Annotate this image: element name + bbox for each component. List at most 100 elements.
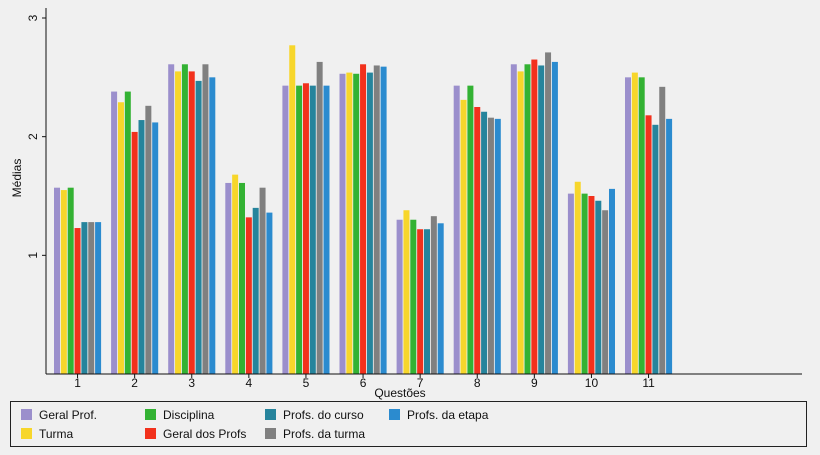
bar-q3-s2 (175, 71, 182, 375)
legend-label: Profs. do curso (283, 408, 364, 422)
bar-q10-s1 (567, 193, 574, 374)
bar-q1-s5 (81, 222, 88, 374)
bar-q8-s4 (474, 107, 481, 374)
x-tick-label: 7 (417, 376, 424, 390)
x-tick-label: 3 (188, 376, 195, 390)
y-tick-label: 1 (26, 252, 40, 259)
bar-q1-s3 (67, 187, 74, 374)
bar-q7-s5 (424, 229, 430, 374)
legend-item: Geral Prof. (21, 408, 97, 422)
bar-q8-s2 (460, 99, 467, 374)
bar-q9-s4 (531, 59, 538, 374)
bar-q1-s4 (74, 228, 81, 374)
bar-q7-s7 (437, 223, 444, 374)
y-tick-label: 2 (26, 133, 40, 140)
bar-q11-s6 (659, 86, 666, 374)
bar-q7-s1 (396, 219, 403, 374)
legend-item: Profs. da etapa (389, 408, 488, 422)
x-tick-label: 5 (303, 376, 310, 390)
bar-q9-s2 (517, 71, 524, 375)
bar-q4-s4 (245, 217, 252, 374)
bar-q10-s5 (595, 200, 602, 374)
bar-q10-s3 (581, 193, 588, 374)
legend-swatch (21, 428, 32, 439)
bar-q3-s4 (188, 71, 195, 375)
bar-chart: 1 2 3 1 2 3 4 5 6 7 8 9 10 11 Médias Questões (10, 8, 802, 400)
legend-item: Turma (21, 427, 73, 441)
bar-q5-s1 (282, 85, 289, 374)
x-tick-label: 2 (131, 376, 138, 390)
bar-q2-s2 (117, 102, 124, 374)
bar-q3-s3 (181, 64, 188, 374)
legend-label: Geral dos Profs (163, 427, 247, 441)
bar-q6-s6 (373, 65, 380, 374)
bar-q10-s7 (609, 188, 615, 374)
legend-item: Disciplina (145, 408, 214, 422)
bar-q2-s5 (138, 120, 145, 374)
bar-q4-s7 (266, 212, 273, 374)
bar-q11-s7 (666, 118, 673, 375)
bar-q11-s2 (631, 72, 638, 374)
legend-swatch (389, 409, 400, 420)
bar-q6-s1 (339, 73, 346, 375)
bar-q8-s7 (494, 118, 501, 375)
bar-q10-s6 (602, 210, 609, 374)
bar-q9-s6 (545, 52, 552, 374)
bar-q9-s1 (510, 64, 517, 374)
legend-label: Disciplina (163, 408, 215, 422)
bar-q11-s5 (652, 124, 659, 374)
legend-label: Geral Prof. (39, 408, 98, 422)
bar-q8-s1 (453, 85, 460, 374)
bar-q6-s2 (346, 72, 353, 374)
bar-q6-s7 (380, 66, 387, 375)
bar-q5-s7 (323, 85, 330, 374)
bar-q1-s1 (54, 187, 60, 374)
y-axis-label: Médias (10, 159, 24, 198)
bar-q3-s5 (195, 80, 202, 374)
legend-item: Geral dos Profs (145, 427, 246, 441)
bar-q1-s2 (60, 190, 67, 374)
bar-q6-s5 (366, 72, 373, 374)
bar-q5-s3 (296, 85, 303, 374)
bar-q9-s7 (551, 61, 558, 374)
legend-item: Profs. da turma (265, 427, 365, 441)
x-tick-label: 10 (585, 376, 599, 390)
bar-q2-s1 (111, 91, 118, 374)
bar-q1-s6 (88, 222, 95, 374)
x-tick-label: 4 (246, 376, 253, 390)
bar-q3-s7 (209, 77, 216, 374)
legend-swatch (145, 409, 156, 420)
bar-q9-s5 (538, 65, 545, 374)
bar-q2-s3 (124, 91, 131, 374)
bar-q3-s6 (202, 64, 209, 374)
legend-swatch (265, 409, 276, 420)
bar-q5-s6 (316, 61, 323, 374)
bar-q7-s2 (403, 210, 410, 374)
bar-q2-s6 (145, 105, 152, 374)
x-tick-label: 11 (642, 376, 655, 390)
bar-q7-s6 (430, 216, 437, 374)
bar-q7-s4 (417, 229, 424, 374)
bar-q4-s1 (225, 182, 232, 374)
legend-label: Profs. da turma (283, 427, 366, 441)
bar-q6-s4 (360, 64, 367, 374)
y-ticks: 1 2 3 (26, 14, 46, 259)
x-tick-label: 9 (531, 376, 538, 390)
legend-swatch (145, 428, 156, 439)
bar-q8-s5 (481, 111, 488, 374)
x-tick-label: 6 (360, 376, 367, 390)
legend-label: Profs. da etapa (407, 408, 489, 422)
bar-q10-s2 (574, 181, 581, 374)
bar-q4-s2 (232, 174, 239, 374)
bar-q11-s3 (638, 77, 645, 374)
bar-q7-s3 (410, 219, 417, 374)
bar-q4-s3 (239, 182, 245, 374)
bar-q4-s5 (252, 207, 259, 374)
bar-q4-s6 (259, 187, 266, 374)
bar-q11-s1 (625, 77, 631, 374)
bar-q6-s3 (353, 73, 360, 375)
bars (54, 45, 673, 375)
bar-q5-s4 (302, 83, 309, 375)
bar-q1-s7 (95, 222, 102, 374)
bar-q2-s7 (152, 122, 159, 375)
